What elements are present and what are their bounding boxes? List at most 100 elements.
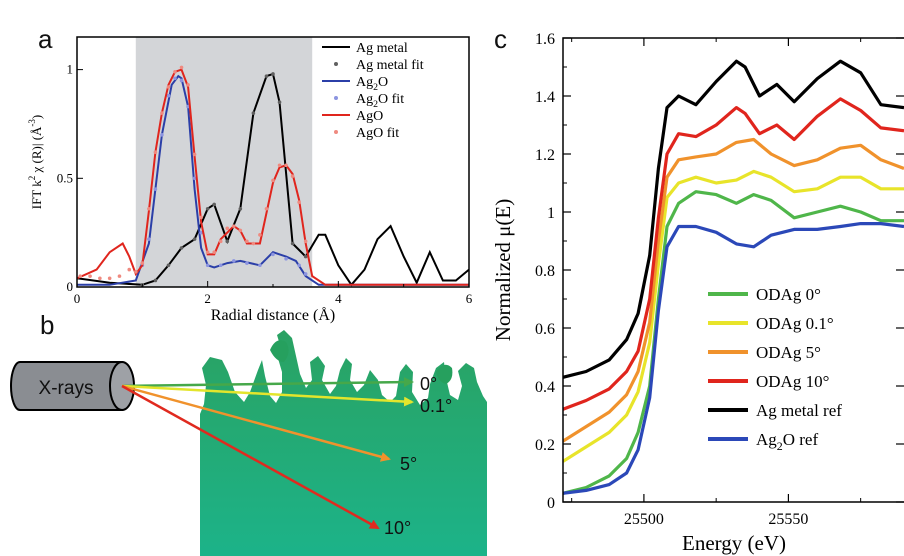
panel-a-point-ag-2o-fit bbox=[173, 76, 177, 81]
panel-a-point-ag-2o-fit bbox=[160, 133, 164, 137]
panel-a-legend-label: AgO fit bbox=[356, 126, 399, 141]
panel-a-point-ago-fit bbox=[271, 178, 275, 183]
panel-a-x-axis-label: Radial distance (Å) bbox=[211, 306, 335, 324]
panel-c-legend-label: Ag metal ref bbox=[756, 401, 842, 420]
panel-a-point-ago-fit bbox=[251, 241, 256, 246]
panel-c-y-tick-label: 0 bbox=[547, 495, 555, 512]
panel-a-point-ago-fit bbox=[238, 228, 243, 233]
panel-a-point-ago-fit bbox=[134, 269, 138, 274]
panel-a-point-ag-2o-fit bbox=[147, 237, 151, 241]
panel-c-x-tick-label: 25500 bbox=[624, 511, 664, 528]
xray-tube-body bbox=[10, 361, 123, 411]
panel-a-point-ag-2o-fit bbox=[303, 272, 308, 276]
panel-c-y-tick-label: 1.4 bbox=[535, 89, 555, 106]
panel-c-y-tick-label: 0.2 bbox=[535, 437, 555, 454]
panel-a-y-tick-label: 0 bbox=[67, 279, 74, 294]
panel-c-y-tick-label: 1.6 bbox=[535, 31, 555, 48]
panel-a-point-ag-2o-fit bbox=[284, 256, 288, 261]
panel-a-y-axis-label: IFT k2 χ (R)| (Å-3) bbox=[27, 115, 44, 210]
panel-c-y-tick-label: 0.4 bbox=[535, 379, 555, 396]
panel-a-point-ag-2o-fit bbox=[153, 187, 158, 191]
panel-a-point-ag-2o-fit bbox=[218, 263, 223, 268]
panel-a-point-ag-2o-fit bbox=[232, 259, 236, 263]
panel-a-point-ago-fit bbox=[212, 250, 216, 255]
panel-a-point-ago-fit bbox=[284, 163, 288, 168]
panel-a-point-ago-fit bbox=[205, 250, 210, 255]
beam-10-deg: 10° bbox=[121, 384, 411, 538]
panel-c-legend-label: ODAg 10° bbox=[756, 372, 829, 391]
panel-a-legend-swatch bbox=[334, 130, 338, 134]
panel-c-legend-label: ODAg 0.1° bbox=[756, 314, 834, 333]
panel-a-y-tick-label: 0.5 bbox=[57, 170, 73, 185]
panel-a-point-ag-metal-fit bbox=[303, 254, 308, 259]
panel-a-point-ag-metal-fit bbox=[290, 241, 295, 246]
panel-a-legend-label: Ag2O fit bbox=[356, 92, 404, 110]
panel-label-c: c bbox=[494, 24, 507, 54]
panel-c-x-tick-label: 25550 bbox=[768, 511, 808, 528]
xray-source: X-rays bbox=[10, 361, 135, 411]
panel-a-legend-label: Ag metal fit bbox=[356, 58, 424, 73]
panel-a-point-ag-metal-fit bbox=[238, 206, 243, 211]
panel-a-point-ago-fit bbox=[277, 163, 282, 168]
panel-a-legend-swatch bbox=[334, 62, 338, 66]
panel-c-y-tick-label: 0.8 bbox=[535, 263, 555, 280]
panel-c-series-odag-0 bbox=[563, 190, 904, 495]
panel-c-legend-label: Ag2O ref bbox=[756, 430, 818, 453]
panel-a-point-ago-fit bbox=[173, 69, 177, 74]
panel-a-point-ag-2o-fit bbox=[199, 230, 203, 235]
panel-a-legend-swatch bbox=[334, 96, 338, 100]
beam-0-1-deg: 0.1° bbox=[121, 384, 452, 416]
panel-a-point-ag-metal-fit bbox=[271, 72, 275, 76]
panel-a-point-ago-fit bbox=[117, 274, 122, 278]
panel-a-x-tick-label: 6 bbox=[466, 291, 473, 306]
panel-a-chart: 0 2 4 6 0 0.5 1 Radial distance (Å) IFT k2 χ (… bbox=[27, 36, 473, 324]
panel-a-point-ago-fit bbox=[264, 206, 269, 211]
panel-a-shaded-region bbox=[135, 37, 313, 287]
beam-0-deg: 0° bbox=[121, 374, 437, 394]
panel-a-point-ag-metal-fit bbox=[166, 263, 171, 268]
panel-a-point-ago-fit bbox=[186, 83, 190, 87]
panel-a-point-ago-fit bbox=[127, 267, 132, 272]
panel-a-legend-label: Ag2O bbox=[356, 75, 388, 93]
panel-a-point-ago-fit bbox=[303, 239, 308, 244]
panel-c-chart: 0 0.2 0.4 0.6 0.8 1 1.2 1.4 1.6 25500 25550 Energy… bbox=[491, 31, 904, 555]
panel-a-point-ag-metal-fit bbox=[179, 246, 184, 250]
panel-a-point-ag-2o-fit bbox=[205, 263, 210, 268]
panel-a-point-ag-2o-fit bbox=[258, 263, 262, 268]
beam-label-0-1: 0.1° bbox=[420, 396, 452, 416]
panel-a-point-ag-2o-fit bbox=[245, 261, 249, 265]
panel-a-point-ago-fit bbox=[98, 276, 102, 281]
panel-a-point-ag-metal-fit bbox=[277, 100, 282, 105]
panel-a-point-ag-metal-fit bbox=[192, 237, 197, 241]
panel-a-point-ag-2o-fit bbox=[297, 263, 301, 268]
sample-bump-1 bbox=[270, 340, 289, 362]
panel-c-legend: ODAg 0° ODAg 0.1° ODAg 5° ODAg 10° Ag metal … bbox=[708, 285, 842, 453]
panel-c-series-odag-5 bbox=[563, 137, 904, 443]
panel-a-x-tick-label: 4 bbox=[335, 291, 342, 306]
panel-a-point-ago-fit bbox=[160, 111, 164, 115]
xray-source-label: X-rays bbox=[39, 378, 94, 399]
panel-c-legend-label: ODAg 0° bbox=[756, 285, 821, 304]
panel-c-series-odag-0-1 bbox=[563, 169, 904, 463]
panel-a-point-ago-fit bbox=[192, 152, 197, 157]
panel-a-legend-label: Ag metal bbox=[356, 41, 408, 56]
beam-label-10: 10° bbox=[384, 518, 411, 538]
panel-a-x-tick-label: 0 bbox=[74, 291, 81, 306]
panel-a-y-tick-label: 1 bbox=[67, 62, 74, 77]
panel-a-point-ag-metal-fit bbox=[153, 278, 158, 283]
panel-a-point-ag-2o-fit bbox=[192, 176, 197, 181]
panel-c-y-tick-label: 1.2 bbox=[535, 147, 555, 164]
panel-a-point-ago-fit bbox=[153, 150, 158, 155]
beam-label-5: 5° bbox=[400, 454, 417, 474]
panel-a-point-ago-fit bbox=[258, 233, 262, 237]
panel-label-b: b bbox=[40, 310, 54, 340]
panel-a-point-ago-fit bbox=[232, 224, 236, 228]
panel-a-point-ag-2o-fit bbox=[271, 252, 275, 257]
panel-c-series-odag-10 bbox=[563, 97, 904, 411]
panel-c-legend-label: ODAg 5° bbox=[756, 343, 821, 362]
panel-a-point-ago-fit bbox=[147, 206, 151, 211]
panel-a-point-ago-fit bbox=[297, 200, 301, 205]
panel-a-point-ago-fit bbox=[88, 274, 92, 278]
panel-a-point-ag-metal-fit bbox=[205, 206, 210, 211]
